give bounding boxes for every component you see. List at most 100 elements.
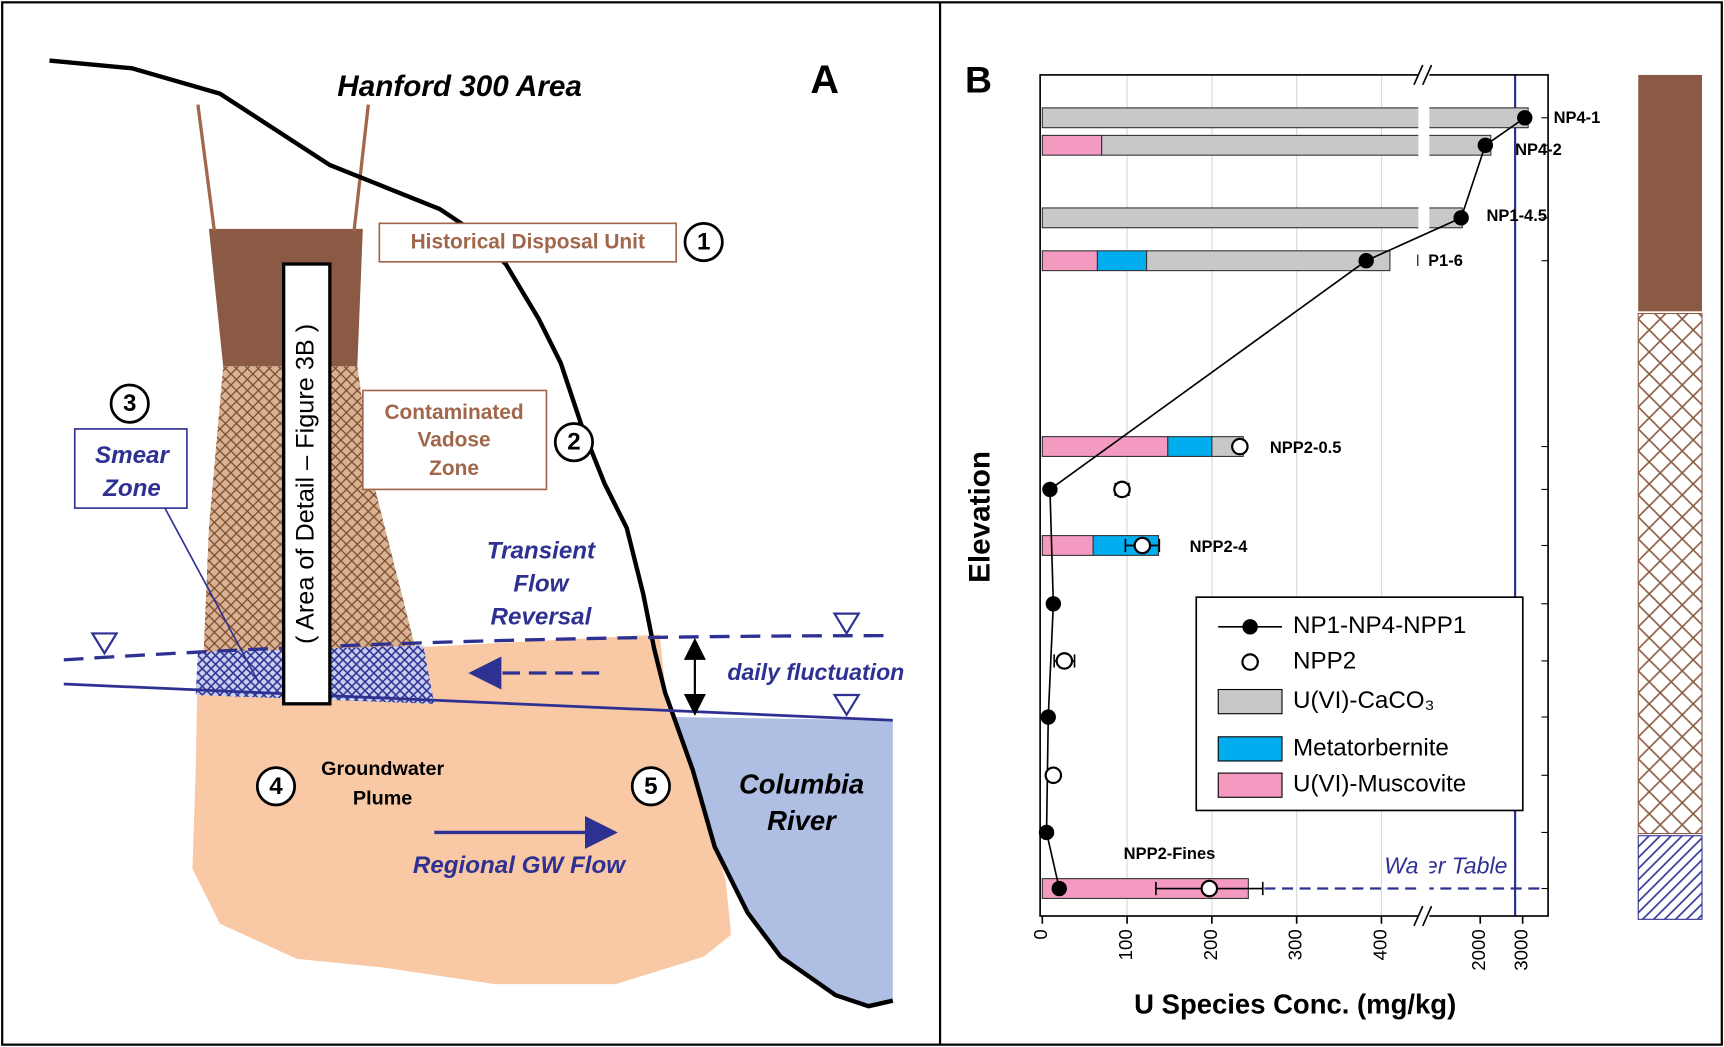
x-tick-label: 0 — [1030, 929, 1051, 939]
marker: 3 — [109, 383, 150, 424]
label: daily fluctuation — [727, 659, 904, 685]
legend-label: NP1-NP4-NPP1 — [1293, 612, 1466, 639]
label: Historical Disposal Unit — [411, 231, 645, 254]
line-segment — [1365, 217, 1462, 262]
label-box — [378, 222, 678, 263]
label: Contaminated — [384, 401, 523, 424]
bar-label: NP4-2 — [1515, 141, 1562, 159]
bar — [1041, 250, 1098, 272]
label: Columbia — [739, 769, 864, 800]
bar-label: NPP2-Fines — [1124, 845, 1216, 863]
label: Regional GW Flow — [413, 852, 627, 879]
point — [1113, 480, 1131, 499]
label: Flow — [513, 570, 570, 597]
label: Vadose — [418, 429, 491, 452]
bar — [1146, 250, 1391, 272]
point — [1042, 481, 1058, 498]
point — [1051, 880, 1067, 897]
point — [1040, 709, 1056, 725]
break-mark — [1421, 64, 1433, 86]
x-tick-label: 400 — [1369, 929, 1390, 960]
marker-label: 3 — [123, 390, 136, 417]
detail-box — [282, 262, 332, 706]
bar — [1041, 134, 1103, 156]
panel-label: A — [810, 58, 839, 102]
break-mark — [1413, 64, 1424, 86]
point — [1200, 879, 1219, 898]
bar — [1167, 436, 1213, 457]
line-segment — [1045, 832, 1061, 889]
break-mark — [1421, 905, 1433, 927]
axis-break-gap — [1418, 68, 1430, 82]
axis-break — [1418, 71, 1430, 924]
legend: NP1-NP4-NPP1 NPP2 U(VI)-CaCO₃ Metatorbernit… — [1195, 596, 1524, 812]
ground-surface — [49, 58, 894, 1009]
point — [1453, 210, 1469, 226]
bar-label: NP4-1 — [1554, 109, 1601, 127]
point — [1045, 596, 1062, 612]
label: Zone — [429, 457, 479, 480]
x-tick-label: 300 — [1285, 929, 1306, 960]
bar — [1096, 250, 1148, 272]
legend-label: U(VI)-Muscovite — [1293, 771, 1466, 798]
line-segment — [1049, 489, 1055, 604]
panel-a: ( Area of Detail – Figure 3B ) A Hanford… — [49, 58, 904, 1009]
legend-label: U(VI)-CaCO₃ — [1293, 687, 1434, 714]
legend-swatch — [1242, 619, 1258, 635]
point — [1517, 110, 1533, 126]
marker: 4 — [255, 766, 297, 807]
point — [1038, 824, 1055, 841]
marker-label: 2 — [567, 429, 580, 456]
label: River — [767, 805, 837, 836]
point — [1044, 766, 1063, 785]
x-tick-label: 2000 — [1468, 929, 1489, 971]
leader — [164, 507, 260, 683]
break-mark — [1413, 905, 1424, 927]
axes — [1039, 74, 1549, 917]
label: Transient — [487, 537, 596, 564]
title: Hanford 300 Area — [337, 70, 582, 103]
marker: 2 — [553, 422, 594, 463]
label: Plume — [353, 788, 412, 810]
point — [1133, 536, 1152, 555]
x-tick-label: 3000 — [1511, 929, 1532, 971]
point — [1477, 137, 1494, 153]
legend-swatch — [1241, 653, 1259, 671]
line-segment — [1484, 117, 1526, 146]
y-axis-label: Elevation — [964, 451, 997, 583]
bar-label: NPP2-0.5 — [1270, 439, 1341, 457]
label-box — [362, 389, 548, 491]
water-table-high — [63, 633, 893, 662]
groundwater-plume — [192, 634, 732, 985]
bar-label: NPP2-4 — [1190, 538, 1249, 556]
label: Zone — [102, 475, 161, 502]
label-box — [73, 428, 188, 509]
line-segment — [1049, 260, 1367, 491]
column-smear — [1637, 835, 1703, 920]
marker-label: 4 — [269, 773, 283, 800]
detail-label: ( Area of Detail – Figure 3B ) — [291, 324, 319, 644]
marker: 5 — [630, 766, 671, 807]
bar — [1101, 134, 1492, 156]
point — [1358, 253, 1374, 269]
legend-swatch — [1217, 688, 1283, 715]
panel-label: B — [965, 58, 992, 100]
bar — [1041, 107, 1529, 129]
marker-label: 1 — [697, 229, 710, 256]
river — [672, 717, 893, 1007]
annotation: Water Table — [1384, 853, 1507, 879]
water-level-symbol — [90, 612, 861, 717]
line-segment — [1460, 145, 1487, 219]
legend-swatch — [1217, 736, 1283, 762]
legend-label: NPP2 — [1293, 647, 1356, 674]
label: Reversal — [491, 603, 593, 630]
disposal-walls — [196, 104, 370, 232]
bar-label: NP1-4.5 — [1487, 207, 1547, 225]
water-table — [63, 682, 893, 722]
line-segment — [1047, 603, 1055, 718]
legend-label: Metatorbernite — [1293, 734, 1449, 761]
panel-b: B Elevation U Species Conc. (mg/kg) Wate… — [964, 58, 1703, 1019]
label: Smear — [95, 442, 171, 469]
marker-label: 5 — [644, 773, 657, 800]
